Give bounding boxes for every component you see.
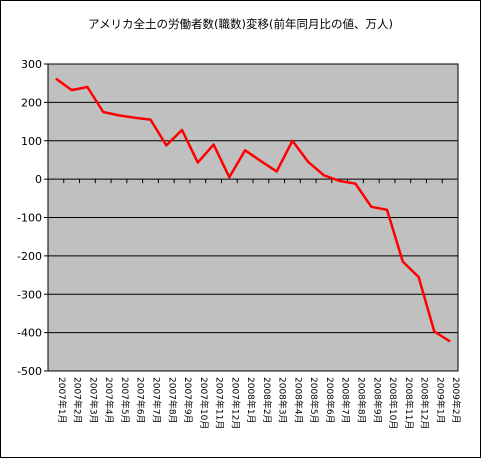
x-tick-label: 2007年1月: [56, 377, 68, 424]
x-tick-label: 2007年7月: [151, 377, 163, 424]
y-tick-label: 0: [35, 173, 42, 186]
x-tick-label: 2009年2月: [450, 377, 462, 424]
x-tick-label: 2008年3月: [277, 377, 289, 424]
x-tick-label: 2008年10月: [387, 377, 399, 429]
x-tick-label: 2008年5月: [308, 377, 320, 424]
x-tick-label: 2007年11月: [214, 377, 226, 429]
x-tick-label: 2008年7月: [340, 377, 352, 424]
x-tick-label: 2007年8月: [166, 377, 178, 424]
x-tick-label: 2009年1月: [434, 377, 446, 424]
x-tick-label: 2007年12月: [229, 377, 241, 429]
x-tick-label: 2008年4月: [292, 377, 304, 424]
x-tick-label: 2007年5月: [119, 377, 131, 424]
x-tick-label: 2008年8月: [356, 377, 368, 424]
chart-title: アメリカ全土の労働者数(職数)変移(前年同月比の値、万人): [88, 17, 393, 31]
y-tick-label: 200: [21, 96, 42, 109]
x-tick-label: 2008年2月: [261, 377, 273, 424]
y-tick-label: 300: [21, 58, 42, 71]
x-tick-label: 2007年9月: [182, 377, 194, 424]
x-tick-label: 2008年6月: [324, 377, 336, 424]
y-tick-label: -100: [17, 212, 42, 225]
x-tick-label: 2008年11月: [403, 377, 415, 429]
x-tick-label: 2007年4月: [103, 377, 115, 424]
axes: [44, 63, 459, 372]
x-tick-label: 2008年9月: [371, 377, 383, 424]
x-tick-label: 2008年1月: [245, 377, 257, 424]
series-line: [55, 77, 451, 343]
x-axis-tick-labels: 2007年1月 2007年2月 2007年3月 2007年4月 2007年5月 2007年…: [56, 377, 462, 429]
y-tick-label: 100: [21, 135, 42, 148]
x-tick-label: 2007年3月: [87, 377, 99, 424]
y-tick-label: -200: [17, 250, 42, 263]
y-tick-label: -500: [17, 365, 42, 378]
x-tick-label: 2007年2月: [72, 377, 84, 424]
x-tick-label: 2008年12月: [419, 377, 431, 429]
x-tick-label: 2007年10月: [198, 377, 210, 429]
y-tick-label: -300: [17, 288, 42, 301]
y-axis-tick-labels: 300 200 100 0 -100 -200 -300 -400 -500: [17, 58, 42, 378]
y-tick-label: -400: [17, 327, 42, 340]
x-tick-label: 2007年6月: [135, 377, 147, 424]
